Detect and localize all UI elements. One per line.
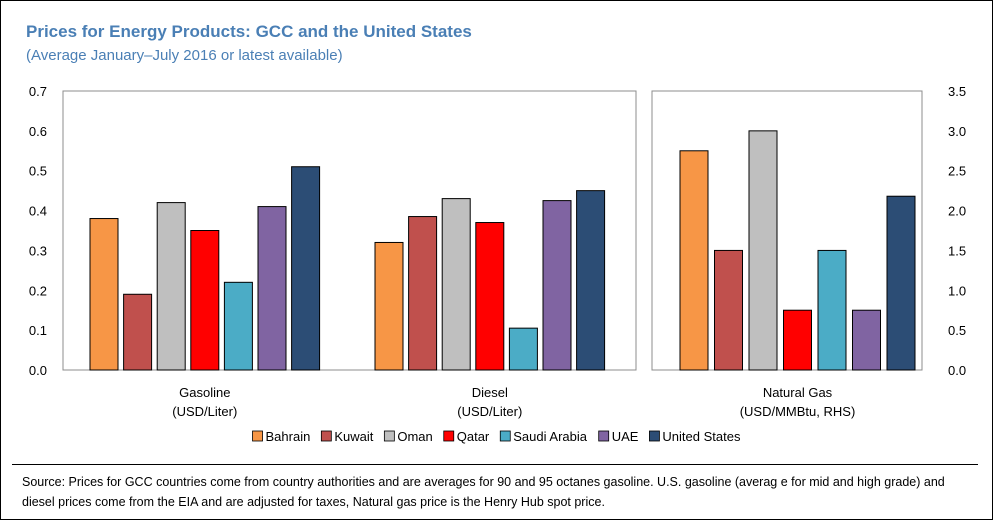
right-tick-label: 0.0	[948, 363, 966, 378]
left-tick-label: 0.1	[29, 323, 47, 338]
left-tick-label: 0.4	[29, 204, 47, 219]
legend-swatch	[252, 430, 263, 442]
bar-natural-gas-oman	[748, 130, 778, 371]
legend-label: Saudi Arabia	[513, 429, 587, 444]
legend-swatch	[499, 430, 511, 442]
bar-diesel-uae	[542, 200, 572, 371]
category-unit-label: (USD/Liter)	[172, 404, 237, 419]
legend-swatch	[443, 430, 455, 442]
legend-swatch	[649, 430, 660, 442]
right-tick-label: 3.5	[948, 84, 966, 99]
left-tick-label: 0.0	[29, 363, 47, 378]
right-tick-label: 3.0	[948, 124, 966, 139]
right-tick-label: 1.5	[948, 243, 966, 258]
bar-gasoline-bahrain	[89, 218, 119, 371]
bar-gasoline-qatar	[190, 230, 220, 371]
legend-label: Qatar	[457, 429, 490, 444]
bar-gasoline-kuwait	[123, 293, 153, 371]
category-label: Gasoline	[179, 385, 230, 400]
right-tick-label: 2.0	[948, 204, 966, 219]
left-tick-label: 0.6	[29, 124, 47, 139]
bar-diesel-kuwait	[408, 216, 438, 371]
bar-diesel-oman	[441, 198, 471, 371]
legend-swatch	[383, 430, 395, 442]
category-unit-label: (USD/MMBtu, RHS)	[740, 404, 856, 419]
bar-natural-gas-saudi-arabia	[817, 249, 847, 371]
category-label: Natural Gas	[763, 385, 833, 400]
bar-natural-gas-uae	[852, 309, 881, 371]
bar-chart: 0.0 0.1 0.2 0.3 0.4 0.5 0.6 0.7 0.0 0.5 1.0 1.5 2.0 2…	[29, 84, 966, 444]
left-tick-label: 0.7	[29, 84, 47, 99]
plot-panel-1	[62, 90, 637, 371]
bar-gasoline-oman	[156, 202, 186, 371]
chart-title: Prices for Energy Products: GCC and the …	[26, 22, 472, 41]
legend-label: Oman	[397, 429, 432, 444]
left-tick-label: 0.2	[29, 283, 47, 298]
source-note: Source: Prices for GCC countries come fr…	[22, 475, 945, 509]
legend-swatch	[598, 430, 610, 442]
right-tick-label: 1.0	[948, 283, 966, 298]
bar-natural-gas-united-states	[886, 195, 916, 371]
legend-swatch	[320, 430, 332, 442]
bar-diesel-saudi-arabia	[508, 327, 538, 371]
bar-natural-gas-bahrain	[679, 150, 709, 371]
category-label: Diesel	[472, 385, 508, 400]
bar-diesel-united-states	[576, 190, 606, 371]
bar-diesel-qatar	[475, 222, 505, 371]
left-tick-label: 0.3	[29, 243, 47, 258]
bar-natural-gas-qatar	[783, 309, 812, 371]
bar-gasoline-uae	[257, 206, 287, 371]
legend-label: United States	[662, 429, 741, 444]
legend-label: UAE	[612, 429, 639, 444]
bar-gasoline-united-states	[291, 166, 321, 371]
legend-label: Bahrain	[266, 429, 311, 444]
left-tick-label: 0.5	[29, 164, 47, 179]
bar-natural-gas-kuwait	[714, 249, 743, 371]
right-tick-label: 2.5	[948, 164, 966, 179]
bar-diesel-bahrain	[374, 241, 404, 371]
bar-gasoline-saudi-arabia	[223, 281, 253, 371]
right-tick-label: 0.5	[948, 323, 966, 338]
category-unit-label: (USD/Liter)	[457, 404, 522, 419]
chart-subtitle: (Average January–July 2016 or latest ava…	[26, 47, 343, 64]
source-separator	[12, 464, 978, 465]
legend-label: Kuwait	[334, 429, 373, 444]
